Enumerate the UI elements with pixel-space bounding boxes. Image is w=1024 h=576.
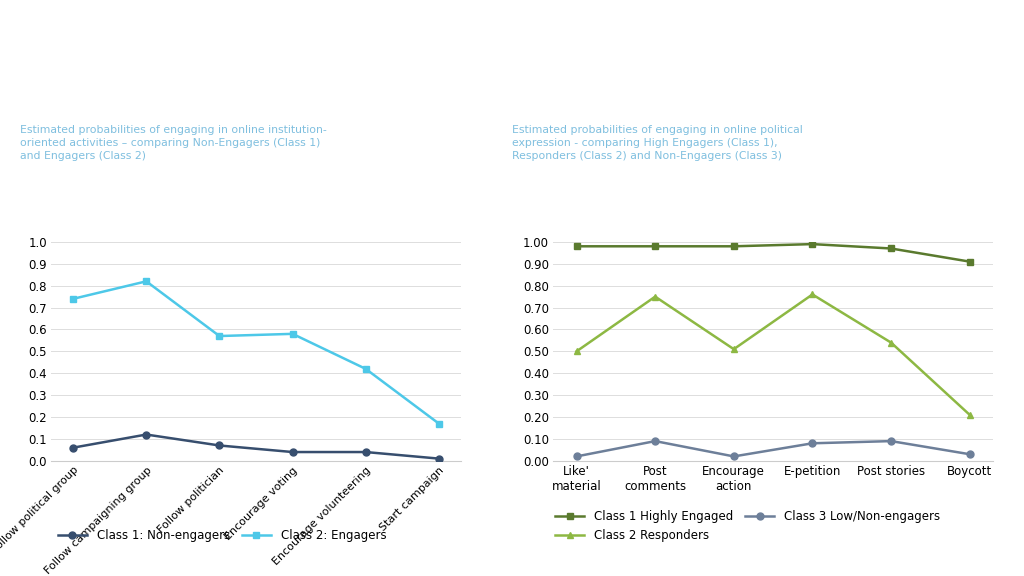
Text: Estimated probabilities of engaging in online political
expression - comparing H: Estimated probabilities of engaging in o… bbox=[512, 125, 803, 161]
Legend: Class 1: Non-engagers, Class 2: Engagers: Class 1: Non-engagers, Class 2: Engagers bbox=[53, 524, 391, 547]
Text: Estimated probabilities of engaging in online institution-
oriented activities –: Estimated probabilities of engaging in o… bbox=[20, 125, 328, 161]
Text: TYPOLOGIES OF ONLINE POLITICAL ENGAGEMENT: TYPOLOGIES OF ONLINE POLITICAL ENGAGEMEN… bbox=[20, 37, 677, 61]
Legend: Class 1 Highly Engaged, Class 2 Responders, Class 3 Low/Non-engagers: Class 1 Highly Engaged, Class 2 Responde… bbox=[550, 506, 944, 547]
